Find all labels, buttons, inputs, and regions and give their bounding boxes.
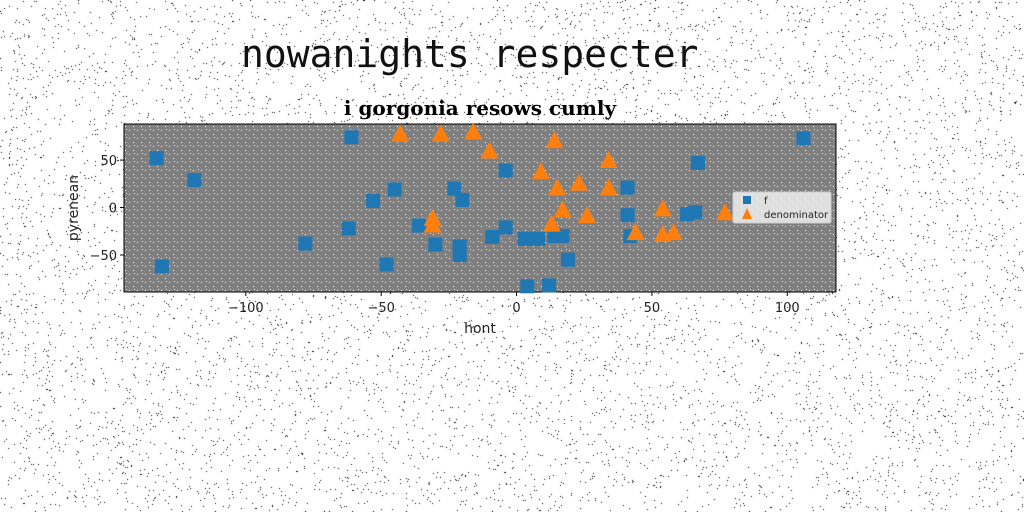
point-f-18 [517,231,532,246]
point-f-4 [341,221,356,236]
x-tick-label: 100 [775,301,800,316]
legend: f denominator [732,191,832,224]
x-tick-label: −100 [228,301,264,316]
point-f-15 [485,229,500,244]
point-f-31 [796,131,811,146]
point-f-29 [688,205,703,220]
point-f-2 [154,259,169,274]
point-denominator-3 [480,141,499,159]
point-f-7 [387,182,402,197]
x-axis-label: hont [464,321,496,337]
y-tick-label: 50 [100,154,117,169]
point-f-10 [428,237,443,252]
point-f-5 [298,236,313,251]
figure-title: nowanights respecter [241,32,699,76]
point-f-21 [555,229,570,243]
point-denominator-18 [664,223,683,241]
point-denominator-0 [391,124,410,142]
y-tick-label: −50 [90,249,117,264]
point-denominator-2 [464,122,483,140]
point-f-8 [379,257,394,272]
y-tick-label: 0 [109,202,117,217]
point-f-17 [498,220,513,235]
point-f-0 [149,151,164,166]
point-f-16 [498,163,513,178]
point-denominator-16 [653,199,672,217]
point-f-25 [620,180,635,195]
x-tick-label: 50 [644,301,661,316]
point-denominator-11 [577,206,596,224]
point-denominator-9 [599,178,618,196]
point-denominator-12 [542,214,561,232]
point-f-30 [690,155,705,170]
point-f-6 [366,193,381,208]
point-f-3 [344,130,359,145]
point-f-12 [455,192,470,207]
x-tick-label: −50 [367,301,394,316]
legend-marker-f [743,196,751,204]
point-f-24 [542,278,557,293]
point-denominator-19 [716,203,735,221]
point-denominator-15 [626,223,645,241]
point-f-22 [560,252,575,267]
point-f-19 [531,231,546,246]
legend-label-denominator: denominator [764,210,829,221]
chart-title: i gorgonia resows cumly [344,96,618,120]
legend-label-f: f [764,196,768,207]
point-denominator-4 [545,131,564,149]
point-denominator-6 [531,162,550,180]
x-tick-label: 0 [512,301,520,316]
point-f-11 [447,181,462,196]
plot-area [123,123,837,293]
point-f-14 [452,247,467,262]
point-f-9 [412,218,427,233]
point-denominator-10 [553,200,572,218]
point-f-26 [620,208,635,223]
y-axis-label: pyrenean [66,175,82,241]
point-f-23 [520,279,535,294]
point-denominator-14 [423,215,442,233]
point-f-1 [187,173,202,187]
legend-marker-denominator [742,208,752,219]
point-denominator-1 [431,124,450,142]
point-denominator-5 [599,151,618,169]
point-denominator-7 [548,178,567,196]
point-denominator-8 [569,173,588,191]
